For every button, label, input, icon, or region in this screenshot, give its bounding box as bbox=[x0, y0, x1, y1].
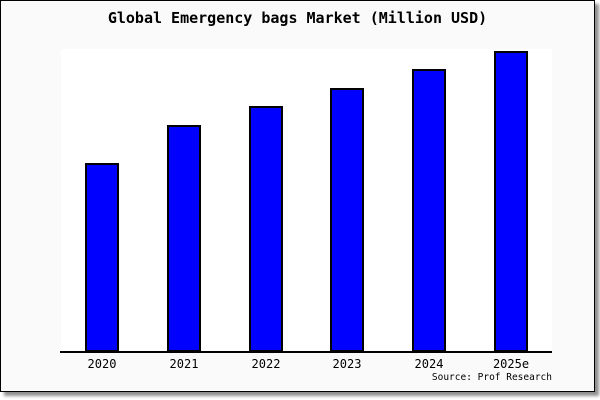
bar-2020 bbox=[85, 163, 119, 352]
x-axis-line bbox=[60, 351, 552, 353]
x-axis-labels: 2020 2021 2022 2023 2024 2025e bbox=[61, 357, 552, 371]
x-tick-label-2025e: 2025e bbox=[492, 357, 530, 371]
plot-area bbox=[61, 49, 552, 352]
bar-2023 bbox=[330, 88, 364, 352]
bar-2025e bbox=[494, 51, 528, 352]
x-tick-label-2021: 2021 bbox=[169, 357, 199, 371]
x-tick-label-2020: 2020 bbox=[87, 357, 117, 371]
chart-panel: Global Emergency bags Market (Million US… bbox=[0, 0, 595, 392]
chart-title: Global Emergency bags Market (Million US… bbox=[107, 9, 488, 27]
source-credit: Source: Prof Research bbox=[431, 372, 552, 383]
x-tick-label-2024: 2024 bbox=[414, 357, 444, 371]
x-tick-label-2023: 2023 bbox=[332, 357, 362, 371]
bar-2024 bbox=[412, 69, 446, 352]
x-tick-label-2022: 2022 bbox=[251, 357, 281, 371]
bar-2022 bbox=[249, 106, 283, 352]
bar-2021 bbox=[167, 125, 201, 352]
